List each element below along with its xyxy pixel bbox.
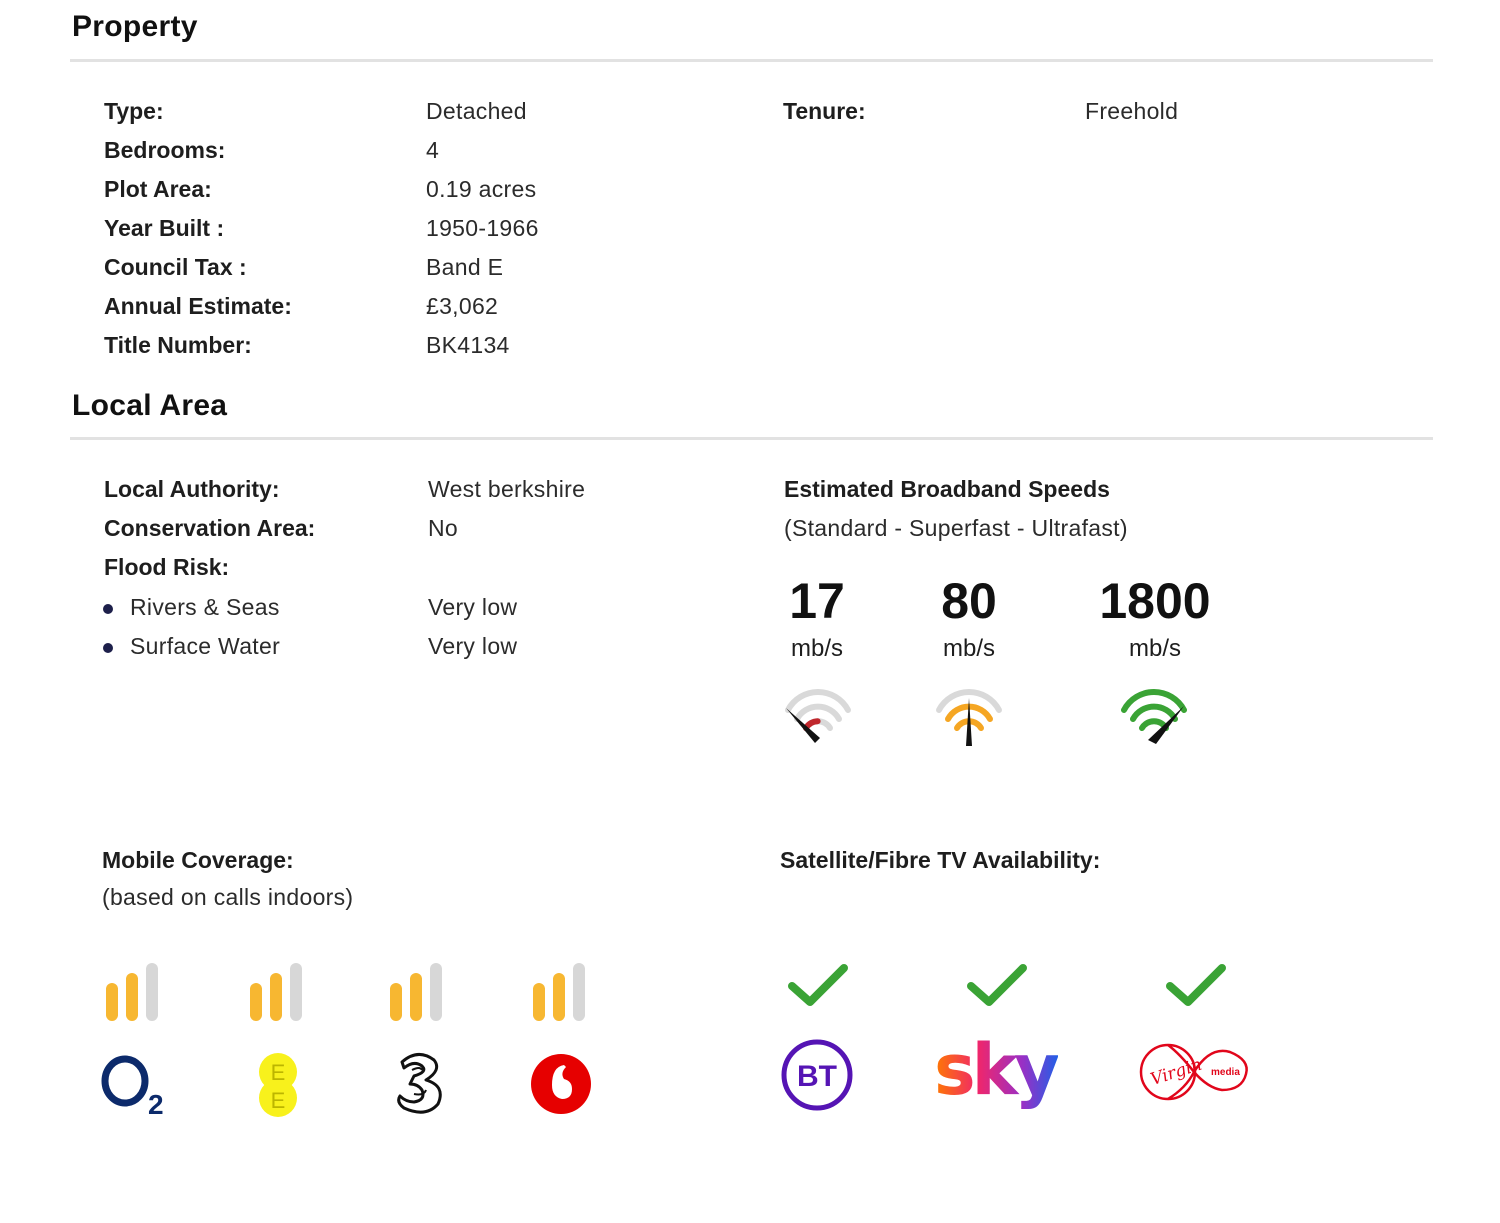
ee-logo-icon: E E	[259, 1053, 297, 1117]
three-signal-bars-icon	[388, 963, 448, 1023]
local-area-title: Local Area	[72, 389, 228, 422]
superfast-speed-gauge-icon	[936, 689, 1002, 746]
svg-text:sky: sky	[934, 1034, 1058, 1111]
signal-bar	[410, 973, 422, 1021]
rivers-seas-value: Very low	[428, 594, 518, 620]
standard-speed-value: 17	[789, 573, 845, 629]
plot-area-value: 0.19 acres	[426, 176, 537, 202]
superfast-speed-unit: mb/s	[942, 635, 995, 662]
year-built-label: Year Built :	[104, 215, 225, 241]
sky-check-icon	[967, 964, 1027, 1006]
tenure-label: Tenure:	[783, 98, 866, 124]
signal-bar	[573, 963, 585, 1021]
mobile-coverage-title: Mobile Coverage:	[102, 847, 294, 873]
tenure-value: Freehold	[1085, 98, 1179, 124]
o2-logo-icon: 2	[101, 1055, 164, 1118]
broadband-subtitle: (Standard - Superfast - Ultrafast)	[784, 515, 1128, 541]
bt-logo-icon: BT	[781, 1039, 853, 1111]
signal-bar	[270, 973, 282, 1021]
tv-availability-title: Satellite/Fibre TV Availability:	[780, 847, 1101, 873]
standard-speed-gauge-icon	[785, 689, 851, 743]
signal-bar	[390, 983, 402, 1021]
svg-text:2: 2	[148, 1089, 164, 1118]
property-title: Property	[72, 10, 198, 43]
bullet-icon	[103, 604, 113, 614]
svg-text:Virgin: Virgin	[1148, 1055, 1204, 1090]
vodafone-signal-bars-icon	[531, 963, 591, 1023]
local-authority-label: Local Authority:	[104, 476, 280, 502]
bullet-icon	[103, 643, 113, 653]
type-value: Detached	[426, 98, 527, 124]
bedrooms-label: Bedrooms:	[104, 137, 226, 163]
signal-bar	[430, 963, 442, 1021]
svg-text:E: E	[271, 1060, 286, 1085]
virgin-media-check-icon	[1166, 964, 1226, 1006]
broadband-title: Estimated Broadband Speeds	[784, 476, 1110, 502]
local-area-divider	[70, 437, 1433, 440]
svg-text:media: media	[1211, 1067, 1240, 1078]
council-tax-label: Council Tax :	[104, 254, 247, 280]
svg-text:BT: BT	[797, 1060, 837, 1093]
superfast-speed-value: 80	[941, 573, 997, 629]
council-tax-value: Band E	[426, 254, 504, 280]
bt-check-icon	[788, 964, 848, 1006]
title-number-label: Title Number:	[104, 332, 252, 358]
local-authority-value: West berkshire	[428, 476, 586, 502]
signal-bar	[146, 963, 158, 1021]
sky-logo-icon: sky	[934, 1034, 1058, 1111]
property-divider	[70, 59, 1433, 62]
ultrafast-speed-unit: mb/s	[1128, 635, 1181, 662]
ultrafast-speed-gauge-icon	[1121, 689, 1187, 744]
signal-bar	[250, 983, 262, 1021]
annual-estimate-label: Annual Estimate:	[104, 293, 292, 319]
conservation-area-value: No	[428, 515, 459, 541]
signal-bar	[106, 983, 118, 1021]
signal-bar	[126, 973, 138, 1021]
title-number-value: BK4134	[426, 332, 510, 358]
rivers-seas-label: Rivers & Seas	[130, 594, 280, 620]
virgin-media-logo-icon: Virgin media	[1139, 1043, 1248, 1101]
svg-text:E: E	[271, 1088, 286, 1113]
standard-speed-unit: mb/s	[790, 635, 843, 662]
annual-estimate-value: £3,062	[426, 293, 499, 319]
plot-area-label: Plot Area:	[104, 176, 212, 202]
bedrooms-value: 4	[426, 137, 440, 163]
signal-bar	[553, 973, 565, 1021]
ee-signal-bars-icon	[248, 963, 308, 1023]
mobile-coverage-subtitle: (based on calls indoors)	[102, 884, 354, 910]
ultrafast-speed-value: 1800	[1099, 573, 1211, 629]
signal-bar	[533, 983, 545, 1021]
type-label: Type:	[104, 98, 164, 124]
surface-water-label: Surface Water	[130, 633, 281, 659]
year-built-value: 1950-1966	[426, 215, 539, 241]
surface-water-value: Very low	[428, 633, 518, 659]
vodafone-logo-icon	[531, 1054, 591, 1114]
o2-signal-bars-icon	[104, 963, 164, 1023]
signal-bar	[290, 963, 302, 1021]
conservation-area-label: Conservation Area:	[104, 515, 316, 541]
three-logo-icon	[397, 1053, 442, 1114]
flood-risk-label: Flood Risk:	[104, 554, 230, 580]
